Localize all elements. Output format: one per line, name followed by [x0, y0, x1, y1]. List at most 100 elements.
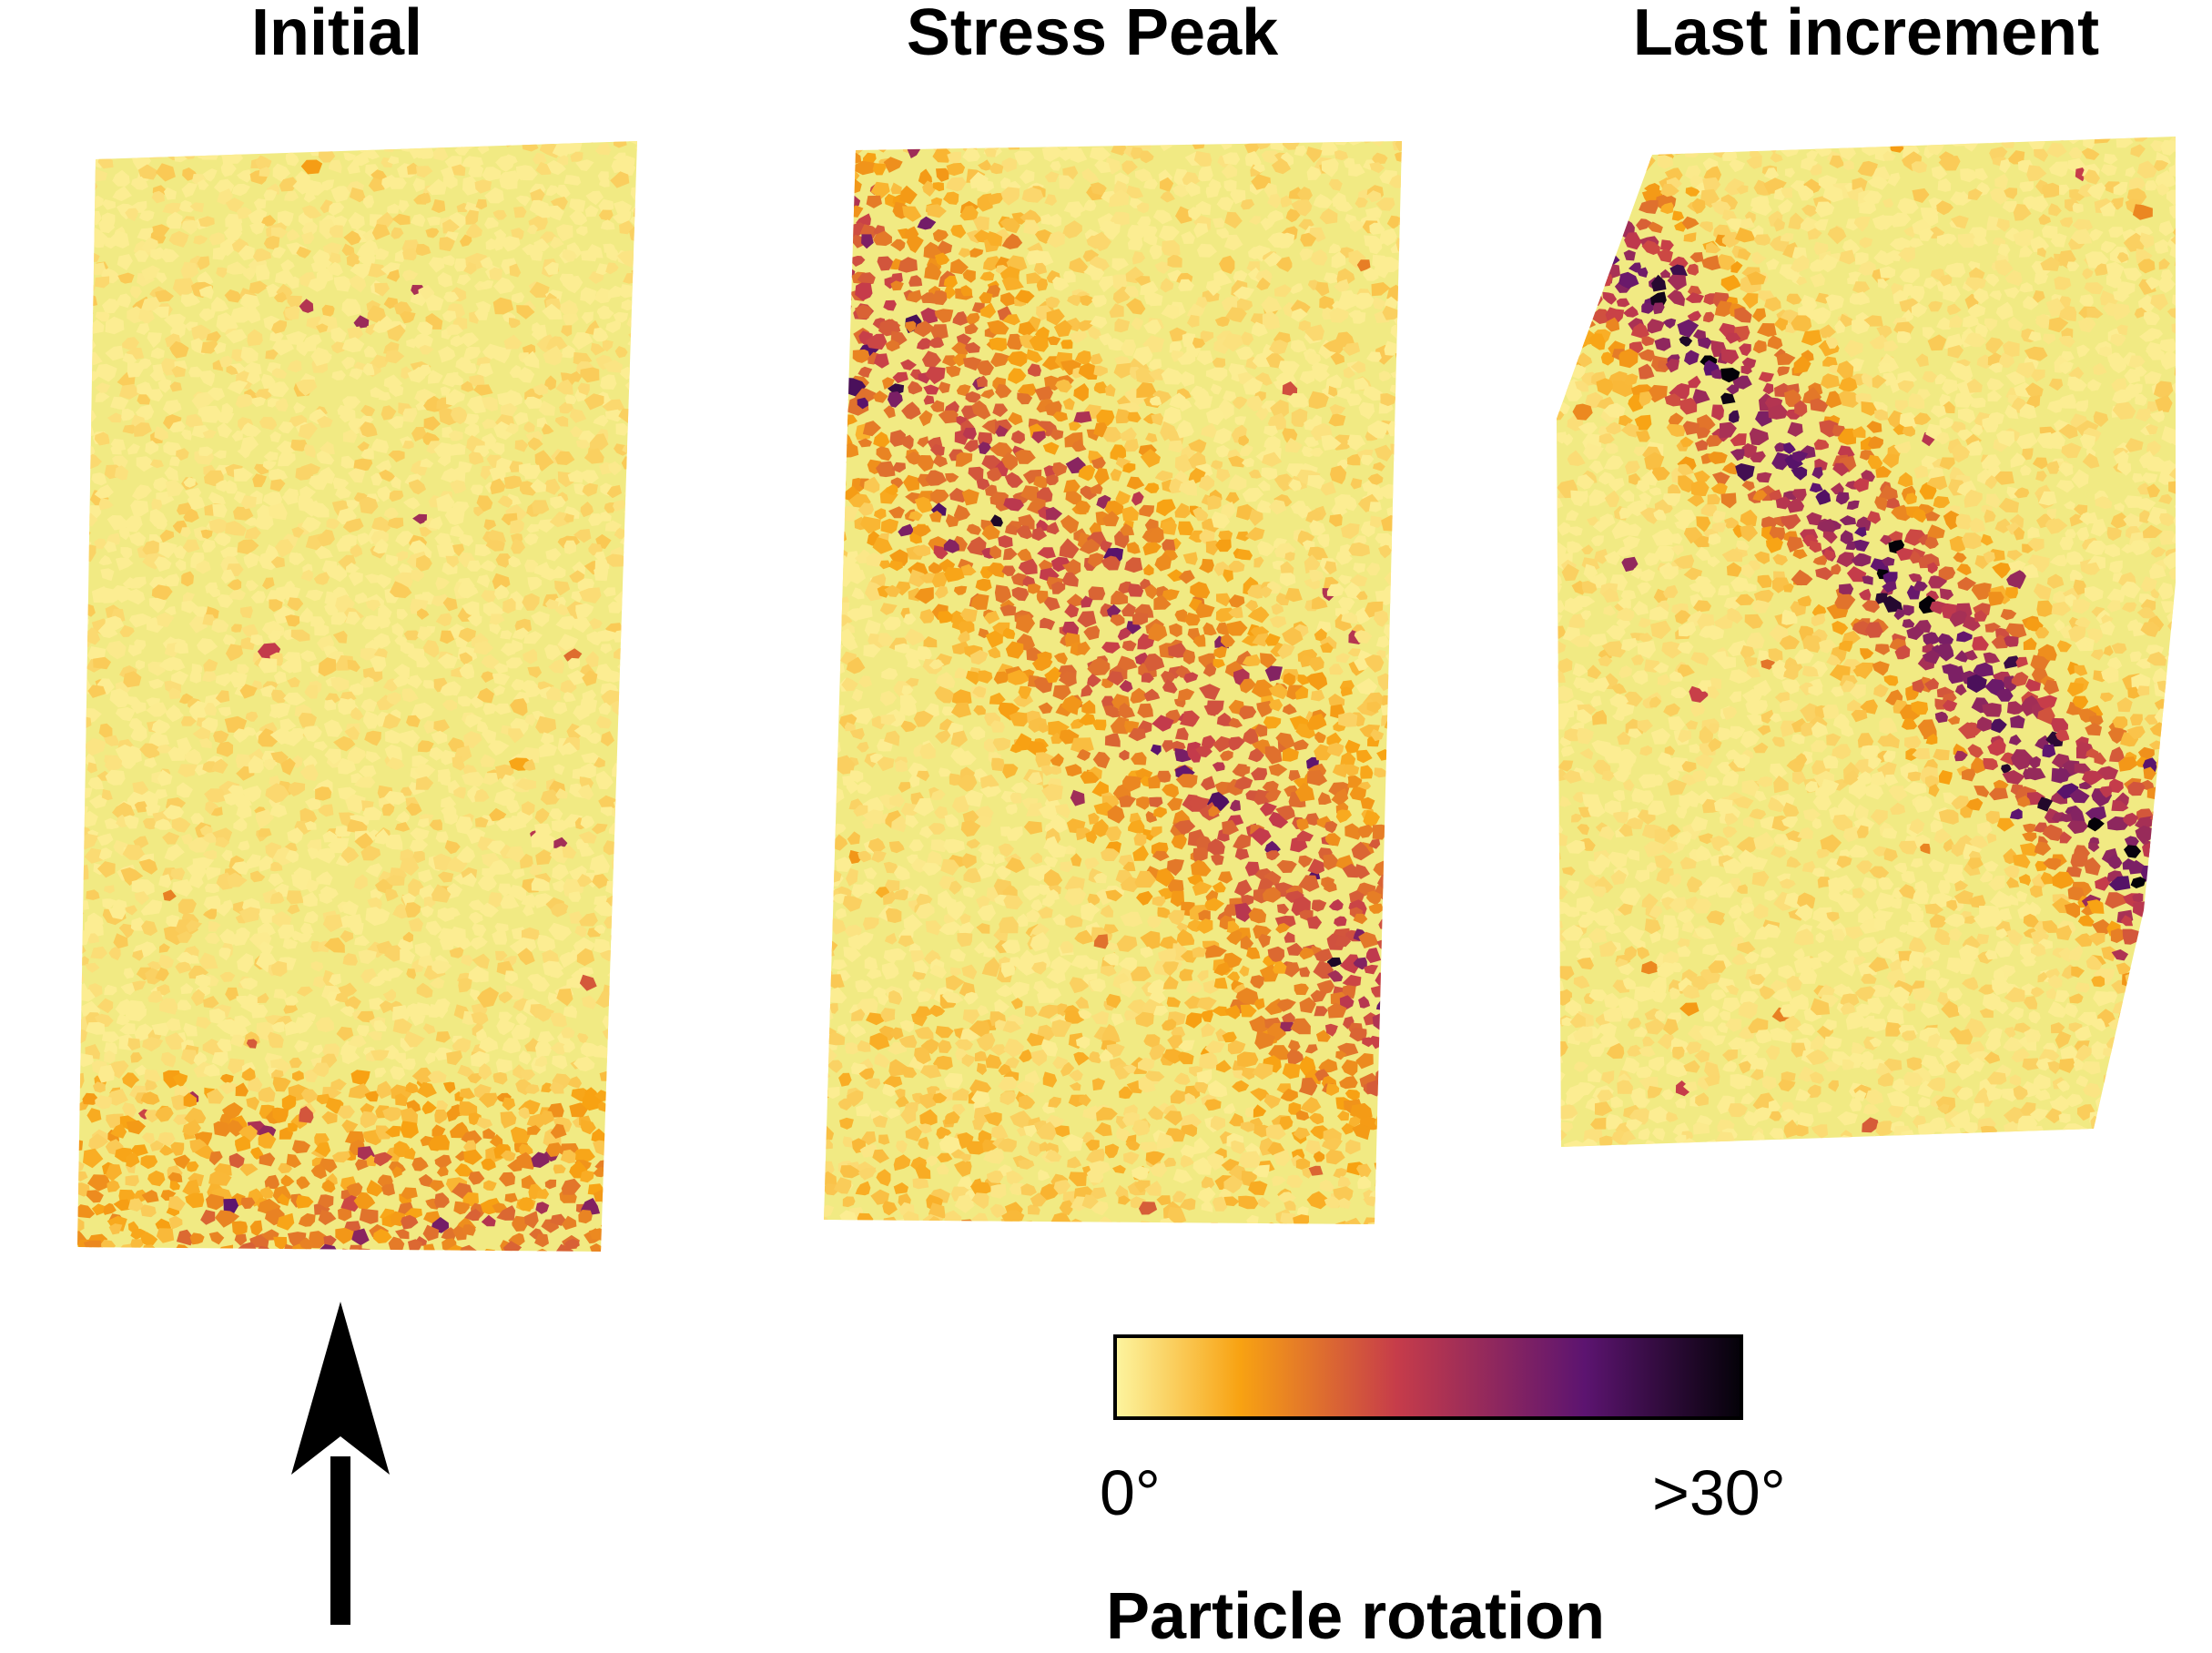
particle: [1349, 219, 1365, 233]
particle: [546, 159, 566, 176]
particle: [331, 564, 348, 583]
particle: [1366, 351, 1382, 362]
particle: [364, 573, 380, 583]
particle: [250, 591, 266, 603]
particle: [335, 991, 349, 1003]
particle: [1395, 493, 1402, 505]
particle: [923, 384, 939, 395]
particle: [1065, 915, 1083, 928]
particle: [953, 585, 968, 595]
particle: [899, 1019, 915, 1033]
particle: [583, 292, 596, 306]
particle: [977, 863, 995, 879]
panel-title-stress-peak: Stress Peak: [906, 0, 1279, 69]
particle: [615, 422, 630, 436]
particle: [563, 275, 583, 294]
particle: [455, 816, 473, 835]
particle: [956, 384, 971, 397]
particle: [385, 875, 405, 887]
particle: [1310, 248, 1328, 266]
particle: [1143, 654, 1165, 672]
particle: [877, 993, 889, 1006]
particle: [920, 292, 936, 304]
particle: [510, 1126, 531, 1145]
particle: [303, 444, 316, 459]
particle: [457, 582, 479, 599]
particle: [116, 814, 127, 828]
particle: [1139, 150, 1154, 164]
particle: [556, 224, 573, 242]
particle: [863, 476, 880, 493]
particle: [504, 970, 519, 985]
particle: [1238, 435, 1250, 446]
particle: [963, 991, 979, 1005]
particle: [1038, 906, 1053, 919]
particle: [194, 1145, 214, 1160]
particle: [324, 699, 337, 711]
particle: [481, 590, 497, 604]
particle: [533, 1008, 555, 1022]
particle: [202, 168, 218, 182]
particle: [1180, 710, 1200, 727]
particle: [77, 398, 85, 411]
particle: [458, 1244, 477, 1252]
particle: [879, 603, 898, 615]
particle: [594, 756, 605, 768]
particle: [553, 764, 565, 776]
particle: [429, 1134, 450, 1151]
particle: [112, 169, 130, 187]
particle: [524, 1211, 539, 1229]
particle: [100, 568, 115, 582]
particle: [218, 706, 232, 717]
particle: [108, 1223, 123, 1235]
particle: [181, 571, 194, 587]
particle: [987, 319, 1010, 335]
particle: [107, 1180, 120, 1192]
particle: [1307, 858, 1324, 875]
particle: [641, 333, 660, 348]
particle: [180, 715, 197, 726]
particle: [1178, 370, 1195, 387]
particle: [1031, 526, 1048, 542]
particle: [850, 707, 874, 725]
particle: [1109, 303, 1124, 319]
particle: [1283, 673, 1295, 686]
particle: [193, 235, 208, 245]
particle: [882, 377, 895, 390]
particle: [622, 756, 637, 775]
particle: [947, 151, 961, 165]
particle: [628, 605, 637, 619]
particle: [1397, 451, 1402, 464]
particle: [291, 872, 311, 891]
particle: [1369, 141, 1385, 147]
particle: [1285, 208, 1301, 223]
particle: [1205, 407, 1225, 426]
particle: [239, 1163, 259, 1177]
particle: [180, 527, 191, 538]
particle: [132, 980, 147, 991]
particle: [388, 1236, 405, 1252]
particle: [226, 872, 248, 887]
particle: [1009, 712, 1028, 727]
particle: [1010, 792, 1022, 804]
particle: [202, 832, 217, 844]
particle: [1404, 392, 1418, 402]
particle: [573, 1056, 595, 1071]
particle: [140, 1204, 157, 1218]
particle: [425, 920, 442, 936]
particle: [1050, 814, 1068, 833]
particle: [826, 494, 839, 507]
particle: [309, 502, 330, 518]
particle: [1225, 492, 1240, 504]
particle: [1220, 750, 1233, 761]
particle: [632, 362, 637, 374]
particle: [411, 1157, 429, 1171]
particle: [350, 706, 364, 721]
particle: [542, 423, 554, 435]
particle: [1240, 331, 1254, 346]
particle: [561, 345, 575, 359]
panel-stress-peak: [824, 141, 1418, 1224]
particle: [1282, 704, 1297, 715]
particle: [370, 655, 387, 672]
particle: [935, 729, 951, 744]
